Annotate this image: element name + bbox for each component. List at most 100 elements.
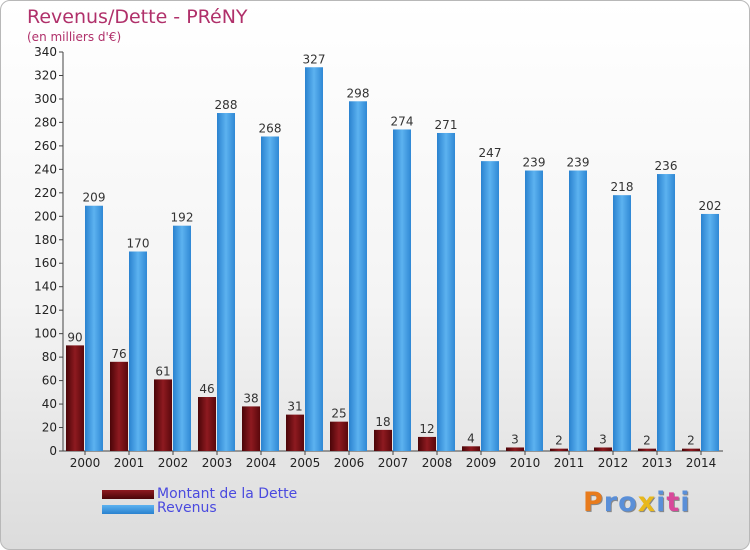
x-tick-label: 2013 <box>642 456 673 470</box>
bar-revenus <box>261 136 279 451</box>
value-label: 271 <box>435 118 458 132</box>
value-label: 2 <box>687 434 695 448</box>
bar-dette <box>66 345 84 451</box>
value-label: 38 <box>243 391 258 405</box>
x-tick-label: 2006 <box>334 456 365 470</box>
bar-revenus <box>701 213 719 451</box>
bar-revenus <box>349 101 367 451</box>
logo-letter: r <box>603 487 619 518</box>
bar-revenus <box>613 195 631 451</box>
value-label: 2 <box>643 434 651 448</box>
value-label: 4 <box>467 431 475 445</box>
logo-letter: x <box>637 487 657 518</box>
bar-revenus <box>217 113 235 451</box>
x-tick-label: 2004 <box>246 456 277 470</box>
value-label: 247 <box>479 146 502 160</box>
x-tick-label: 2005 <box>290 456 321 470</box>
value-label: 2 <box>555 434 563 448</box>
bar-dette <box>682 448 700 451</box>
x-tick-label: 2009 <box>466 456 497 470</box>
x-tick-label: 2012 <box>598 456 629 470</box>
value-label: 209 <box>83 191 106 205</box>
bar-dette <box>154 379 172 451</box>
legend-swatch-revenus <box>102 505 154 514</box>
bar-revenus <box>437 132 455 452</box>
x-tick-label: 2014 <box>686 456 717 470</box>
value-label: 90 <box>67 330 82 344</box>
value-label: 288 <box>215 98 238 112</box>
bar-revenus <box>85 205 103 451</box>
proxiti-logo: Proxiti <box>583 487 691 518</box>
bar-dette <box>110 361 128 451</box>
bar-dette <box>330 421 348 451</box>
bar-revenus <box>173 225 191 451</box>
logo-letter: i <box>680 487 691 518</box>
logo-letter: t <box>666 487 681 518</box>
y-tick-label: 80 <box>42 350 57 364</box>
value-label: 18 <box>375 415 390 429</box>
legend-label-revenus: Revenus <box>157 500 217 516</box>
bar-revenus <box>569 170 587 451</box>
value-label: 236 <box>655 159 678 173</box>
y-tick-label: 320 <box>34 68 57 82</box>
y-tick-label: 280 <box>34 115 57 129</box>
y-tick-label: 0 <box>49 444 57 458</box>
value-label: 327 <box>303 52 326 66</box>
value-label: 61 <box>155 364 170 378</box>
legend-swatch-dette <box>102 490 154 499</box>
value-labels: 90 76 61 46 38 31 25 18 12 4 3 2 3 2 2 209 170 192 288 268 3… <box>67 52 721 447</box>
y-tick-label: 180 <box>34 233 57 247</box>
bar-revenus <box>657 174 675 451</box>
value-label: 76 <box>111 347 126 361</box>
chart-title: Revenus/Dette - PRéNY <box>27 6 248 28</box>
bar-dette <box>594 447 612 451</box>
bar-dette <box>550 448 568 451</box>
y-tick-label: 140 <box>34 280 57 294</box>
bar-revenus <box>129 251 147 451</box>
y-tick-label: 340 <box>34 45 57 59</box>
y-tick-label: 120 <box>34 303 57 317</box>
x-tick-label: 2001 <box>114 456 145 470</box>
value-label: 46 <box>199 382 214 396</box>
value-label: 239 <box>567 156 590 170</box>
bar-revenus <box>393 129 411 451</box>
y-tick-label: 100 <box>34 327 57 341</box>
bar-dette <box>506 447 524 451</box>
y-tick-label: 200 <box>34 209 57 223</box>
y-tick-label: 220 <box>34 186 57 200</box>
value-label: 192 <box>171 211 194 225</box>
y-tick-label: 40 <box>42 397 57 411</box>
logo-letter: P <box>583 487 604 518</box>
value-label: 239 <box>523 156 546 170</box>
value-label: 298 <box>347 86 370 100</box>
y-tick-label: 260 <box>34 139 57 153</box>
x-tick-label: 2002 <box>158 456 189 470</box>
value-label: 218 <box>611 180 634 194</box>
x-tick-label: 2011 <box>554 456 585 470</box>
value-label: 202 <box>699 199 722 213</box>
bar-dette <box>418 436 436 451</box>
bar-dette <box>638 448 656 451</box>
x-tick-label: 2008 <box>422 456 453 470</box>
value-label: 31 <box>287 400 302 414</box>
bar-dette <box>462 446 480 451</box>
bar-revenus <box>481 161 499 451</box>
x-tick-label: 2003 <box>202 456 233 470</box>
bar-dette <box>286 414 304 451</box>
value-label: 268 <box>259 121 282 135</box>
bar-dette <box>242 406 260 451</box>
value-label: 274 <box>391 114 414 128</box>
y-tick-label: 240 <box>34 162 57 176</box>
logo-letter: i <box>656 487 667 518</box>
bar-dette <box>198 397 216 451</box>
value-label: 3 <box>511 432 519 446</box>
value-label: 25 <box>331 407 346 421</box>
y-tick-label: 60 <box>42 374 57 388</box>
y-tick-label: 160 <box>34 256 57 270</box>
bar-revenus <box>525 170 543 451</box>
x-tick-label: 2000 <box>70 456 101 470</box>
value-label: 3 <box>599 432 607 446</box>
bar-revenus <box>305 67 323 451</box>
legend-label-dette: Montant de la Dette <box>157 486 298 502</box>
